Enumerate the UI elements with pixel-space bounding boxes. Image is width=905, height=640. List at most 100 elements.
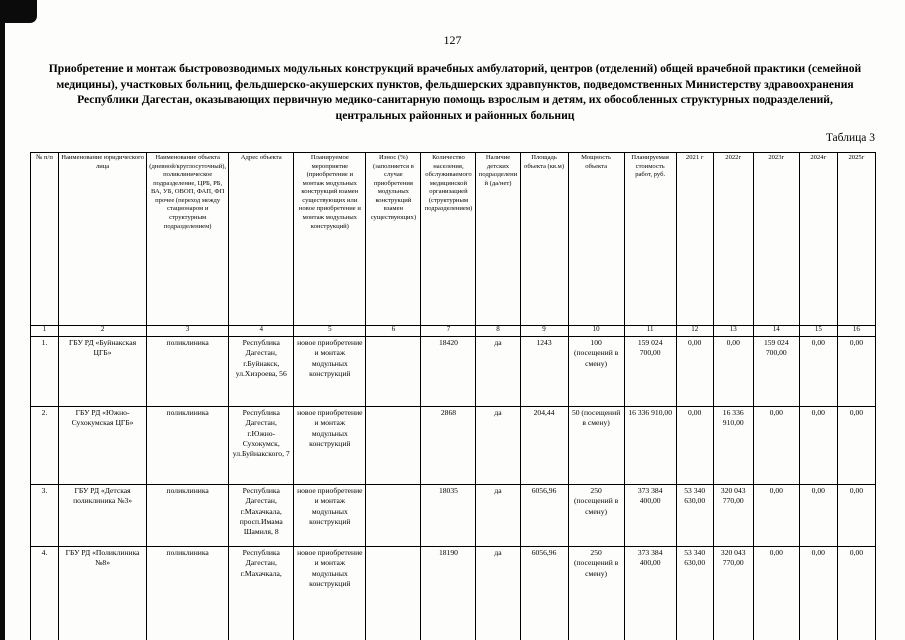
table-header-row: № п/п Наименование юридического лица Наиме… <box>29 152 877 326</box>
table-cell: 1243 <box>519 336 569 407</box>
table-cell: 0,00 <box>798 546 838 640</box>
column-number-cell: 13 <box>712 325 754 337</box>
table-cell: поликлиника <box>146 484 230 547</box>
table-cell: 16 336 910,00 <box>623 406 677 485</box>
column-number-cell: 6 <box>365 325 422 337</box>
table-cell: 250 (посещений в смену) <box>567 484 625 547</box>
table-cell: 6056,96 <box>519 484 569 547</box>
table-cell: 4. <box>29 546 60 640</box>
table-cell: 250 (посещений в смену) <box>567 546 625 640</box>
table-cell: Республика Дагестан, г.Буйнакск, ул.Хизр… <box>228 336 295 407</box>
column-header: 2023г <box>752 152 800 326</box>
column-number-cell: 4 <box>228 325 295 337</box>
table-cell: 0,00 <box>675 336 714 407</box>
table-cell: поликлиника <box>146 406 230 485</box>
table-cell: ГБУ РД «Южно-Сухокумская ЦГБ» <box>58 406 148 485</box>
column-header: 2024г <box>798 152 838 326</box>
column-header: 2025г <box>836 152 877 326</box>
table-cell: 159 024 700,00 <box>752 336 800 407</box>
table-cell <box>365 484 422 547</box>
table-cell <box>365 336 422 407</box>
table-cell: 0,00 <box>798 484 838 547</box>
table-cell: 0,00 <box>675 406 714 485</box>
column-header: 2022г <box>712 152 754 326</box>
column-number-cell: 2 <box>58 325 148 337</box>
table-cell: 6056,96 <box>519 546 569 640</box>
table-cell: 0,00 <box>836 336 877 407</box>
table-head: № п/п Наименование юридического лица Наиме… <box>29 152 877 337</box>
table-cell: 0,00 <box>836 546 877 640</box>
column-number-cell: 8 <box>475 325 521 337</box>
column-number-cell: 5 <box>293 325 367 337</box>
table-cell: да <box>475 336 521 407</box>
column-header: 2021 г <box>675 152 714 326</box>
column-number-cell: 15 <box>798 325 838 337</box>
table-cell: новое приобретение и монтаж модульных ко… <box>293 336 367 407</box>
column-header: Количество населения, обслуживаемого мед… <box>420 152 477 326</box>
column-number-cell: 9 <box>519 325 569 337</box>
table-cell: 18035 <box>420 484 477 547</box>
column-number-row: 1 2 3 4 5 6 7 8 9 10 11 12 13 14 15 16 <box>29 325 877 337</box>
table-cell: Республика Дагестан, г.Махачкала, просп.… <box>228 484 295 547</box>
table-cell: 159 024 700,00 <box>623 336 677 407</box>
document-title: Приобретение и монтаж быстровозводимых м… <box>48 62 862 122</box>
table-cell: 53 340 630,00 <box>675 546 714 640</box>
table-cell: 3. <box>29 484 60 547</box>
scan-artifact-corner <box>0 0 37 23</box>
table-cell: 0,00 <box>798 336 838 407</box>
table-cell: ГБУ РД «Буйнакская ЦГБ» <box>58 336 148 407</box>
table-cell: 0,00 <box>752 484 800 547</box>
column-number-cell: 12 <box>675 325 714 337</box>
table-cell: Республика Дагестан, г.Южно-Сухокумск, у… <box>228 406 295 485</box>
table-cell: да <box>475 406 521 485</box>
column-number-cell: 1 <box>29 325 60 337</box>
table-cell: 0,00 <box>798 406 838 485</box>
column-header: № п/п <box>29 152 60 326</box>
table-row: 3. ГБУ РД «Детская поликлиника №3» поликли… <box>29 484 877 547</box>
table-cell: новое приобретение и монтаж модульных ко… <box>293 484 367 547</box>
table-cell: 100 (посещений в смену) <box>567 336 625 407</box>
table-cell: 0,00 <box>836 406 877 485</box>
table-cell: 18420 <box>420 336 477 407</box>
table-cell: 53 340 630,00 <box>675 484 714 547</box>
table-cell: поликлиника <box>146 546 230 640</box>
table-cell: новое приобретение и монтаж модульных ко… <box>293 546 367 640</box>
table-cell: 0,00 <box>752 406 800 485</box>
table-body: 1. ГБУ РД «Буйнакская ЦГБ» поликлиника Респ… <box>29 336 877 640</box>
column-header: Наименование юридического лица <box>58 152 148 326</box>
table-cell: 2868 <box>420 406 477 485</box>
table-cell: поликлиника <box>146 336 230 407</box>
column-header: Наличие детских подразделений (да/нет) <box>475 152 521 326</box>
column-number-cell: 14 <box>752 325 800 337</box>
table-row: 2. ГБУ РД «Южно-Сухокумская ЦГБ» поликлини… <box>29 406 877 485</box>
table-cell: 18190 <box>420 546 477 640</box>
column-header: Площадь объекта (кв.м) <box>519 152 569 326</box>
table-cell: 320 043 770,00 <box>712 484 754 547</box>
table-row: 1. ГБУ РД «Буйнакская ЦГБ» поликлиника Респ… <box>29 336 877 407</box>
table-cell: 0,00 <box>752 546 800 640</box>
table-caption: Таблица 3 <box>825 132 875 144</box>
column-number-cell: 3 <box>146 325 230 337</box>
table-cell: да <box>475 484 521 547</box>
column-header: Износ (%) (заполняется в случае приобрет… <box>365 152 422 326</box>
table-cell <box>365 406 422 485</box>
table-cell: 204,44 <box>519 406 569 485</box>
table-cell: 0,00 <box>836 484 877 547</box>
table-cell: 320 043 770,00 <box>712 546 754 640</box>
column-number-cell: 7 <box>420 325 477 337</box>
table-row: 4. ГБУ РД «Поликлиника №8» поликлиника Респ… <box>29 546 877 640</box>
table-cell: 50 (посещений в смену) <box>567 406 625 485</box>
column-header: Адрес объекта <box>228 152 295 326</box>
table-cell: 16 336 910,00 <box>712 406 754 485</box>
data-table: № п/п Наименование юридического лица Наиме… <box>29 152 877 640</box>
column-header: Мощность объекта <box>567 152 625 326</box>
table-cell: Республика Дагестан, г.Махачкала, <box>228 546 295 640</box>
column-number-cell: 10 <box>567 325 625 337</box>
table-cell: 373 384 400,00 <box>623 484 677 547</box>
table-cell: 373 384 400,00 <box>623 546 677 640</box>
table-cell: да <box>475 546 521 640</box>
column-header: Планируемое мероприятие (приобретение и … <box>293 152 367 326</box>
table-cell: 2. <box>29 406 60 485</box>
table-cell: 0,00 <box>712 336 754 407</box>
